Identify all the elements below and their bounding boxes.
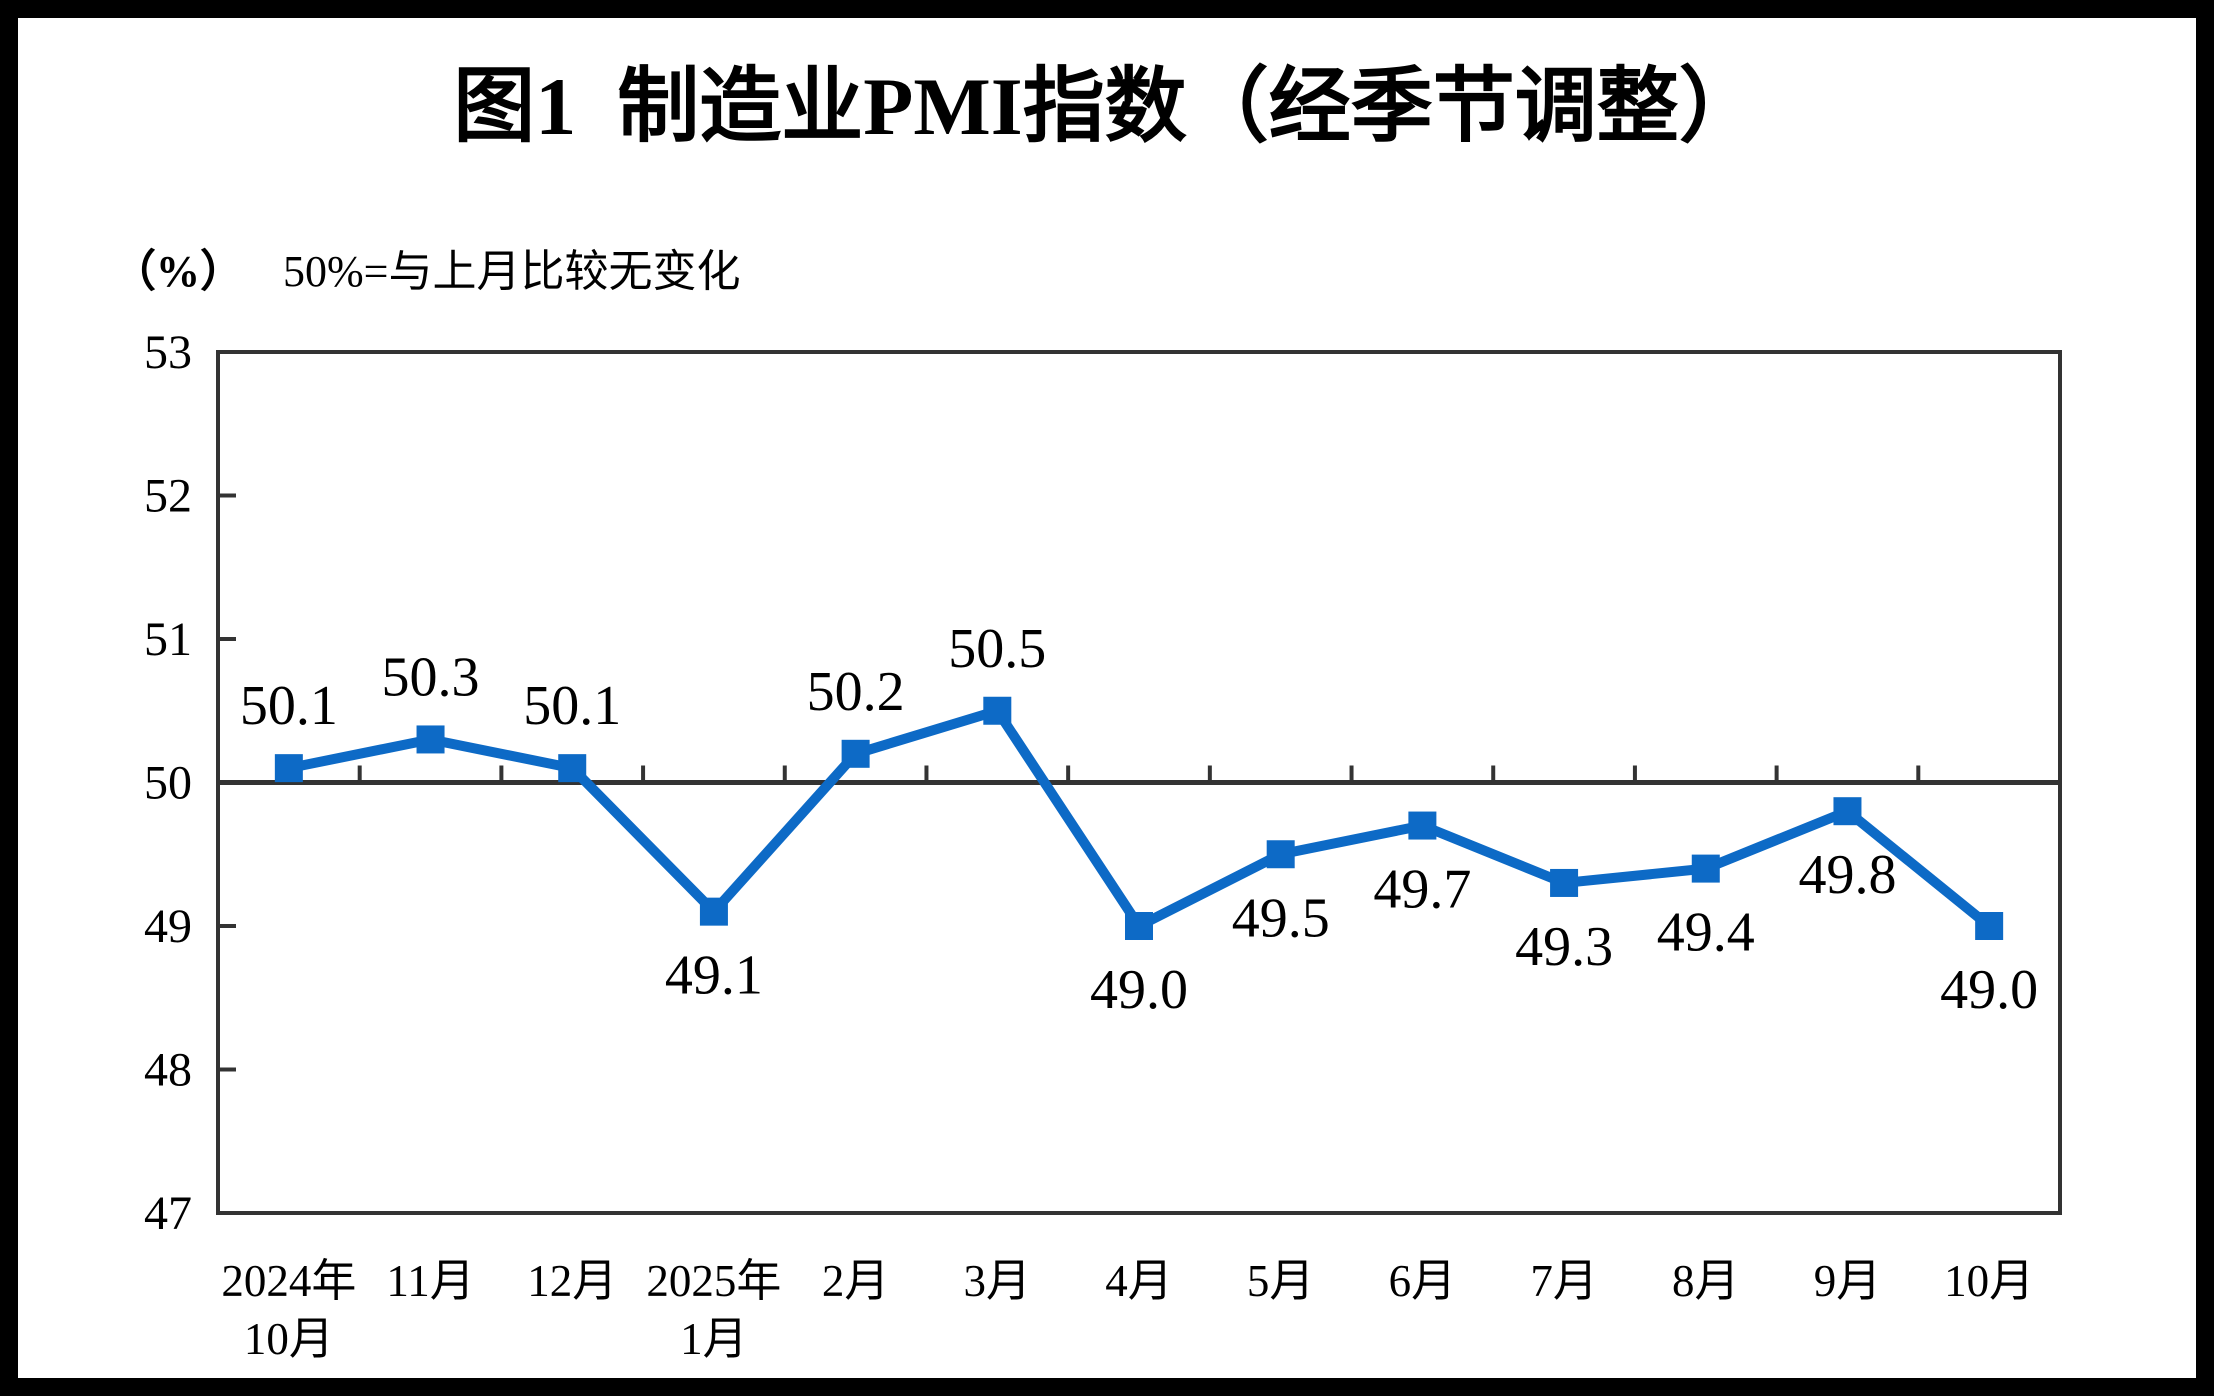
y-tick-label: 47 [144,1187,192,1240]
x-tick-label: 10月 [244,1314,334,1364]
data-point-marker [699,897,728,926]
data-point-label: 50.3 [382,646,480,708]
data-point-label: 49.0 [1090,959,1188,1021]
data-point-marker [1125,912,1153,940]
x-tick-label: 9月 [1814,1256,1882,1306]
data-point-label: 49.1 [665,945,763,1007]
data-point-label: 50.1 [240,675,338,737]
y-tick-label: 52 [144,470,192,523]
data-point-label: 49.3 [1515,916,1613,978]
reference-note: 50%=与上月比较无变化 [283,247,741,296]
y-tick-label: 48 [144,1044,192,1097]
y-tick-label: 51 [144,613,192,666]
data-point-marker [983,696,1012,725]
data-point-marker [1266,840,1295,869]
chart-title: 图1 制造业PMI指数（经季节调整） [453,61,1761,152]
data-point-label: 50.1 [523,675,621,737]
data-point-marker [558,754,587,783]
x-tick-label: 2025年 [646,1256,781,1306]
data-point-label: 49.7 [1373,859,1471,921]
x-tick-label: 7月 [1530,1256,1598,1306]
x-tick-label: 2024年 [221,1256,356,1306]
data-point-marker [274,754,303,783]
data-point-marker [416,725,445,754]
y-tick-label: 50 [144,757,192,810]
data-point-marker [1975,912,2004,940]
unit-label: （%） [112,247,244,296]
data-point-label: 49.0 [1940,959,2038,1021]
data-point-marker [1833,797,1862,826]
data-point-label: 49.5 [1232,887,1330,949]
y-tick-label: 49 [144,900,192,953]
x-tick-label: 10月 [1944,1256,2034,1306]
x-tick-label: 12月 [527,1256,617,1306]
pmi-series-line [287,704,1993,933]
data-point-label: 49.8 [1798,844,1896,906]
x-tick-label: 5月 [1247,1256,1315,1306]
x-tick-label: 3月 [964,1256,1032,1306]
data-point-marker [841,739,870,768]
x-tick-label: 4月 [1105,1256,1173,1306]
x-tick-label: 11月 [386,1256,474,1306]
data-point-label: 50.2 [807,661,905,723]
y-tick-label: 53 [144,326,192,379]
axis-note-row: （%） 50%=与上月比较无变化 [112,250,740,294]
data-point-label: 50.5 [948,618,1046,680]
x-tick-label: 1月 [680,1314,748,1364]
x-tick-label: 8月 [1672,1256,1740,1306]
data-point-marker [1408,811,1437,840]
x-tick-label: 6月 [1389,1256,1457,1306]
x-tick-label: 2月 [822,1256,890,1306]
data-point-label: 49.4 [1657,902,1755,964]
data-point-marker [1691,854,1720,883]
data-point-marker [1550,868,1579,897]
